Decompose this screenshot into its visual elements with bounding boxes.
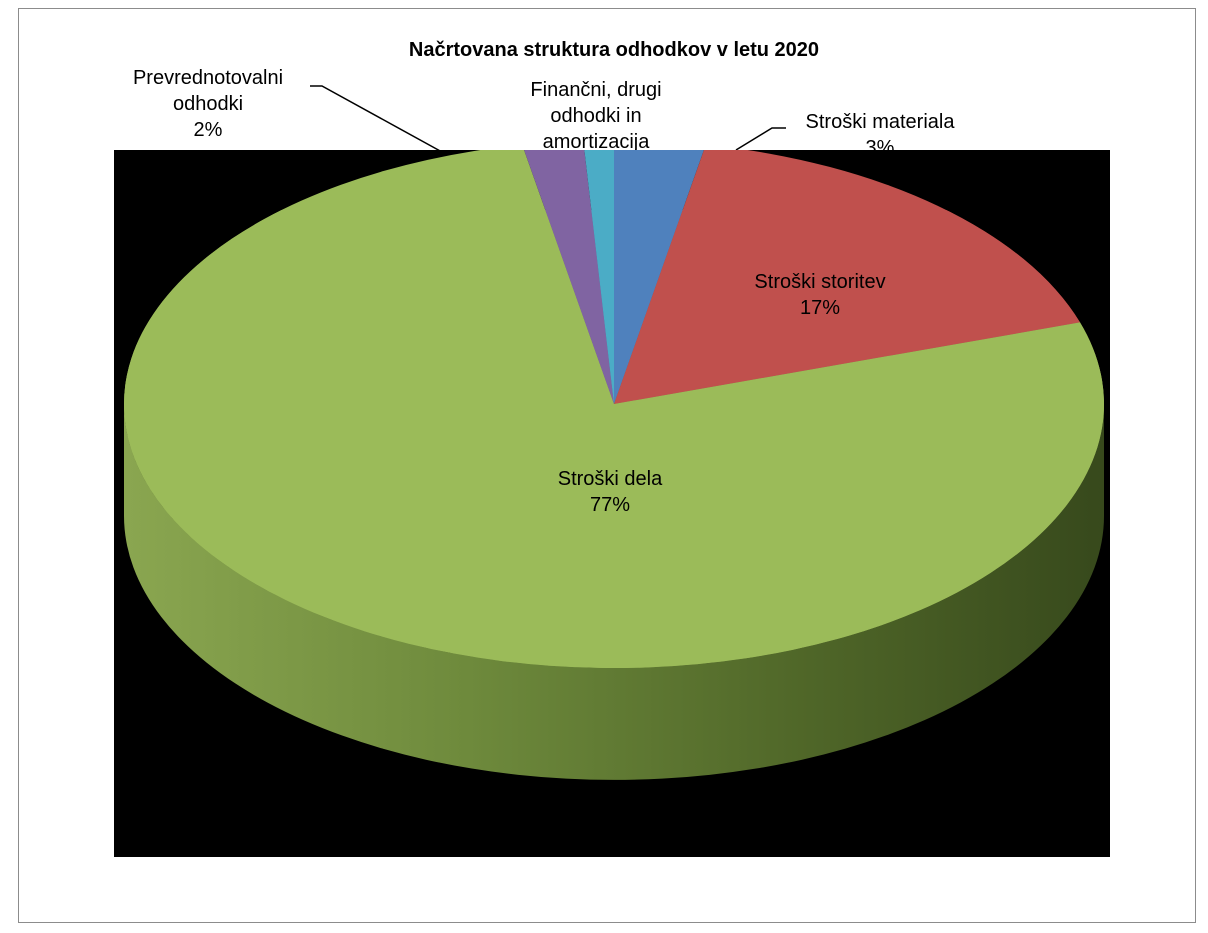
inner-labels: Stroški storitev 17% Stroški dela 77% [558, 271, 886, 516]
data-label-prevrednotovalni-odhodki-line-2: 2% [194, 119, 223, 141]
pie-slice-tips [124, 150, 1104, 668]
leader-line-prevrednotovalni-odhodki [310, 85, 443, 153]
data-label-stroski-dela-line-0: Stroški dela [558, 468, 663, 490]
pie-slice-top-prevrednotovalni-odhodki [524, 150, 614, 404]
leader-line-stroski-materiala [735, 127, 786, 151]
data-label-prevrednotovalni-odhodki-line-1: odhodki [173, 93, 243, 115]
pie-slice-top-financni-drugi-odhodki-in-amortizacija [584, 150, 614, 404]
data-label-financni-drugi-odhodki-in-amortizacija-line-1: odhodki in [550, 105, 641, 127]
data-label-stroski-storitev-line-1: 17% [800, 297, 840, 319]
data-label-financni-drugi-odhodki-in-amortizacija-line-0: Finančni, drugi [530, 79, 661, 101]
chart-title: Načrtovana struktura odhodkov v letu 202… [409, 39, 819, 61]
outer-labels: Stroški materiala3%Prevrednotovalniodhod… [133, 67, 955, 159]
data-label-stroski-dela-line-1: 77% [590, 494, 630, 516]
pie-slice-top-stroski-storitev [614, 150, 1081, 404]
data-label-financni-drugi-odhodki-in-amortizacija-line-2: amortizacija [543, 131, 651, 153]
pie-side-wall [124, 404, 1104, 780]
leader-lines [310, 85, 786, 153]
pie-slice-top-stroski-dela [124, 150, 1104, 668]
data-label-prevrednotovalni-odhodki-line-0: Prevrednotovalni [133, 67, 283, 89]
data-label-stroski-storitev-line-0: Stroški storitev [754, 271, 885, 293]
data-label-stroski-materiala-line-0: Stroški materiala [806, 111, 956, 133]
